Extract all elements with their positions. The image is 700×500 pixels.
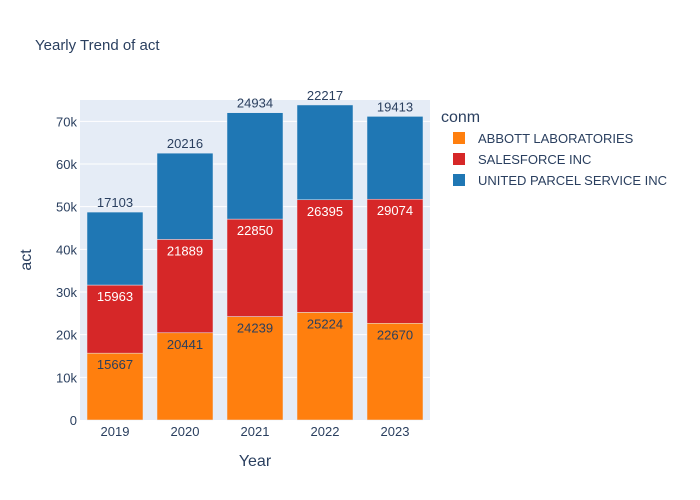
bar-segment (366, 198, 424, 324)
bar-segment (366, 116, 424, 200)
y-tick-label: 70k (56, 114, 77, 129)
bar-segment (226, 316, 284, 421)
bars (86, 104, 424, 421)
legend-item-label: UNITED PARCEL SERVICE INC (478, 173, 667, 188)
bar-value-label: 20441 (167, 337, 203, 352)
bar-segment (156, 332, 214, 421)
chart-title: Yearly Trend of act (35, 37, 160, 54)
y-tick-label: 50k (56, 200, 77, 215)
bar-value-label: 17103 (97, 195, 133, 210)
bar-value-label: 24934 (237, 96, 273, 111)
bar-value-label: 20216 (167, 136, 203, 151)
bar-segment (156, 152, 214, 240)
legend-swatch (453, 174, 465, 186)
bar-segment (226, 218, 284, 317)
legend-swatch (453, 132, 465, 144)
bar-value-label: 15963 (97, 289, 133, 304)
legend-item-label: ABBOTT LABORATORIES (478, 131, 634, 146)
bar-segment (86, 284, 144, 354)
bar-segment (296, 104, 354, 201)
y-tick-label: 60k (56, 157, 77, 172)
x-tick-label: 2021 (241, 424, 270, 439)
bar-segment (86, 211, 144, 286)
x-axis-title: Year (239, 453, 272, 470)
x-tick-label: 2020 (171, 424, 200, 439)
bar-segment (156, 239, 214, 334)
bar-value-label: 24239 (237, 321, 273, 336)
legend-item-label: SALESFORCE INC (478, 152, 591, 167)
legend: conm ABBOTT LABORATORIES SALESFORCE INC UN… (441, 109, 667, 188)
x-tick-label: 2023 (381, 424, 410, 439)
bar-value-label: 29074 (377, 203, 413, 218)
bar-segment (86, 352, 144, 421)
bar-value-label: 22217 (307, 88, 343, 103)
y-tick-label: 20k (56, 328, 77, 343)
y-axis-ticks: 0 10k 20k 30k 40k 50k 60k 70k (56, 114, 77, 428)
bar-value-label: 26395 (307, 204, 343, 219)
legend-swatch (453, 153, 465, 165)
bar-value-label: 15667 (97, 357, 133, 372)
bar-value-label: 21889 (167, 243, 203, 258)
legend-title: conm (441, 109, 480, 126)
x-tick-label: 2019 (101, 424, 130, 439)
y-tick-label: 10k (56, 370, 77, 385)
bar-segment (226, 112, 284, 220)
bar-segment (366, 323, 424, 421)
x-axis-ticks: 2019 2020 2021 2022 2023 (101, 424, 410, 439)
x-tick-label: 2022 (311, 424, 340, 439)
bar-value-label: 22850 (237, 223, 273, 238)
y-tick-label: 0 (70, 413, 77, 428)
bar-value-label: 19413 (377, 99, 413, 114)
bar-labels: 15667 15963 17103 20441 21889 20216 24239 22850… (97, 88, 413, 372)
bar-value-label: 25224 (307, 316, 343, 331)
bar-value-label: 22670 (377, 327, 413, 342)
y-tick-label: 30k (56, 285, 77, 300)
bar-segment (296, 312, 354, 421)
y-axis-title: act (18, 249, 35, 271)
y-tick-label: 40k (56, 242, 77, 257)
